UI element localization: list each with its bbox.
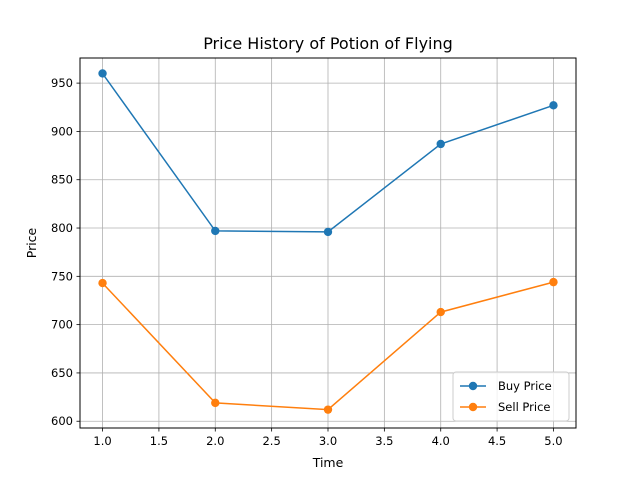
y-axis-label: Price	[24, 227, 39, 258]
axis-ticks: 1.0 1.5 2.0 2.5 3.0 3.5 4.0 4.5 5.0 600 650 700 750 8…	[51, 76, 563, 448]
x-tick-label: 3.5	[375, 434, 393, 448]
y-tick-label: 600	[51, 414, 73, 428]
buy-price-point	[549, 101, 558, 110]
buy-price-point	[436, 139, 445, 149]
series-layer	[98, 69, 558, 414]
sell-price-point	[323, 405, 333, 414]
y-tick-label: 750	[51, 269, 73, 283]
buy-price-legend-marker	[468, 381, 478, 391]
chart-title: Price History of Potion of Flying	[203, 34, 453, 53]
y-tick-label: 950	[51, 76, 73, 90]
x-tick-label: 3.0	[319, 434, 337, 448]
x-tick-label: 2.5	[262, 434, 280, 448]
x-tick-label: 1.0	[93, 434, 111, 448]
x-tick-label: 2.0	[206, 434, 224, 448]
y-tick-label: 900	[51, 124, 73, 138]
legend-box	[452, 371, 570, 422]
buy-price-legend-label: Buy Price	[498, 379, 552, 393]
legend: Buy Price Sell Price	[452, 371, 570, 422]
x-tick-label: 5.0	[544, 434, 562, 448]
sell-price-legend-label: Sell Price	[498, 400, 550, 414]
sell-price-legend-marker	[468, 402, 478, 412]
y-tick-label: 850	[51, 173, 73, 187]
y-tick-label: 800	[51, 221, 73, 235]
y-tick-label: 700	[51, 318, 73, 332]
x-tick-label: 4.5	[488, 434, 506, 448]
y-tick-label: 650	[51, 366, 73, 380]
buy-price-point	[323, 227, 333, 237]
buy-price-point	[211, 226, 220, 236]
sell-price-point	[211, 398, 220, 408]
sell-price-point	[98, 278, 107, 288]
sell-price-point	[436, 307, 445, 317]
sell-price-point	[549, 277, 558, 287]
x-tick-label: 1.5	[150, 434, 168, 448]
x-tick-label: 4.0	[432, 434, 450, 448]
x-axis-label: Time	[312, 455, 344, 470]
buy-price-point	[98, 69, 107, 78]
